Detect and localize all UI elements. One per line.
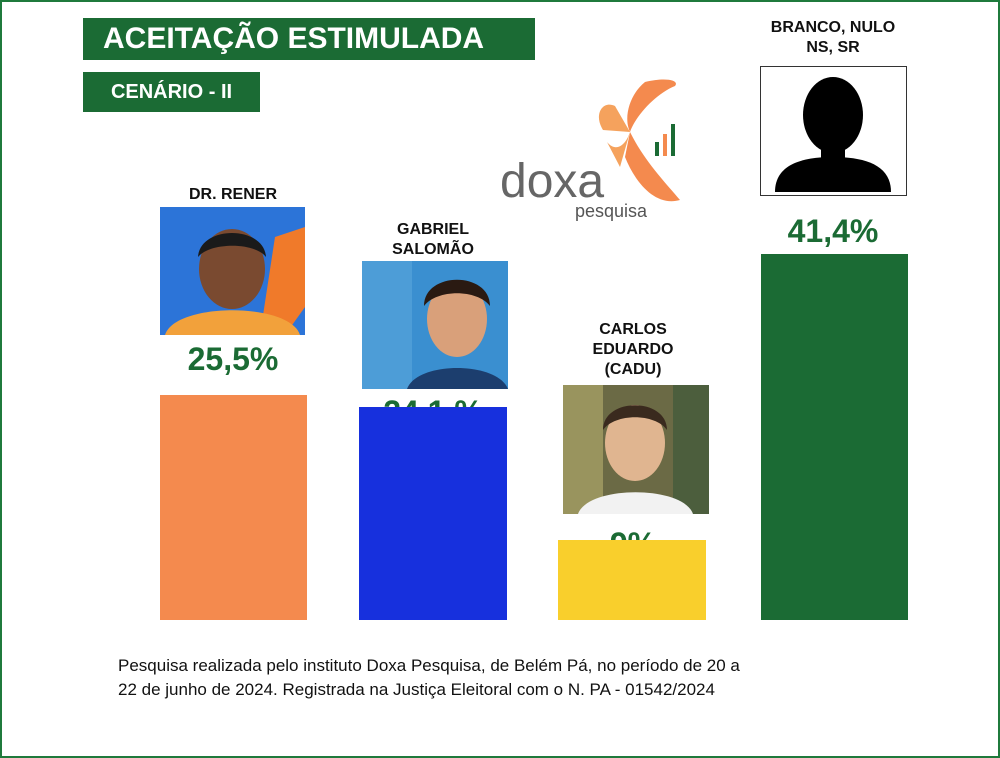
candidate-name-1: DR. RENER bbox=[188, 186, 277, 203]
chart-title: ACEITAÇÃO ESTIMULADA bbox=[83, 18, 535, 60]
candidate-name-2: GABRIEL SALOMÃO bbox=[392, 221, 474, 258]
candidate-photo-2 bbox=[362, 261, 508, 389]
candidate-photo-3 bbox=[563, 385, 709, 514]
footnote-line-1: Pesquisa realizada pelo instituto Doxa P… bbox=[118, 656, 740, 675]
person-portrait-icon bbox=[362, 261, 508, 389]
value-label-1: 25,5% bbox=[187, 341, 279, 377]
logo-subtext: pesquisa bbox=[575, 201, 648, 221]
candidate-name-4: BRANCO, NULO NS, SR bbox=[770, 19, 896, 56]
scenario-label: CENÁRIO - II bbox=[83, 72, 260, 112]
person-silhouette-icon bbox=[775, 77, 891, 192]
person-portrait-icon bbox=[160, 207, 305, 335]
bar-2 bbox=[359, 407, 507, 620]
bar-4 bbox=[761, 254, 908, 620]
bar-3 bbox=[558, 540, 706, 620]
value-label-4: 41,4% bbox=[787, 213, 879, 249]
footnote-line-2: 22 de junho de 2024. Registrada na Justi… bbox=[118, 680, 715, 699]
blank-vote-image bbox=[760, 66, 907, 196]
doxa-logo: doxa pesquisa bbox=[500, 79, 680, 221]
bar-1 bbox=[160, 395, 307, 620]
person-portrait-icon bbox=[563, 385, 709, 514]
footnote: Pesquisa realizada pelo instituto Doxa P… bbox=[118, 654, 958, 702]
logo-text: doxa bbox=[500, 155, 604, 208]
candidate-photo-1 bbox=[160, 207, 305, 335]
candidate-name-3: CARLOS EDUARDO (CADU) bbox=[592, 321, 674, 378]
